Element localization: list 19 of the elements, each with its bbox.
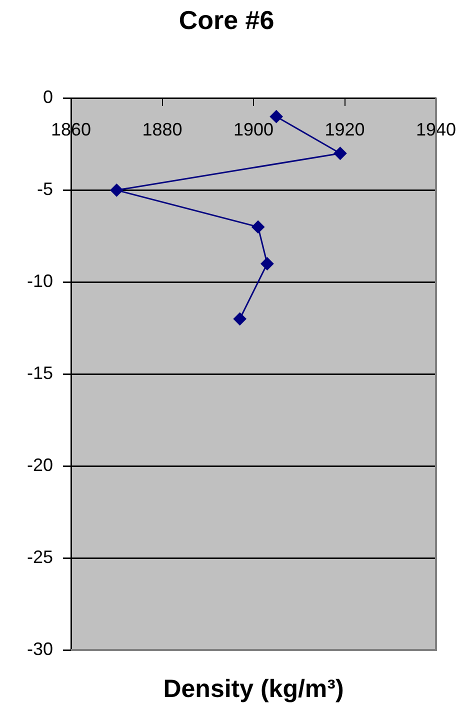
y-tick-label: -15 bbox=[27, 363, 54, 384]
y-tick-label: -20 bbox=[27, 455, 54, 476]
point bbox=[270, 110, 283, 124]
y-tick-label: 0 bbox=[43, 87, 54, 108]
point bbox=[334, 146, 347, 160]
x-tick-label: 1920 bbox=[324, 120, 365, 140]
point bbox=[110, 184, 124, 197]
y-tick-label: -25 bbox=[27, 547, 54, 567]
x-tick-label: 1880 bbox=[142, 120, 182, 140]
point bbox=[252, 220, 265, 234]
x-tick-label: 1940 bbox=[416, 120, 456, 140]
point bbox=[233, 312, 246, 326]
point bbox=[260, 257, 274, 270]
chart-title: Core #6 bbox=[178, 4, 274, 35]
y-tick-label: -10 bbox=[27, 271, 54, 292]
y-tick-label: -30 bbox=[27, 638, 54, 659]
y-tick-label: -5 bbox=[37, 179, 54, 200]
x-axis-title: Density (kg/m³) bbox=[163, 674, 344, 703]
x-tick-label: 1900 bbox=[233, 120, 274, 140]
